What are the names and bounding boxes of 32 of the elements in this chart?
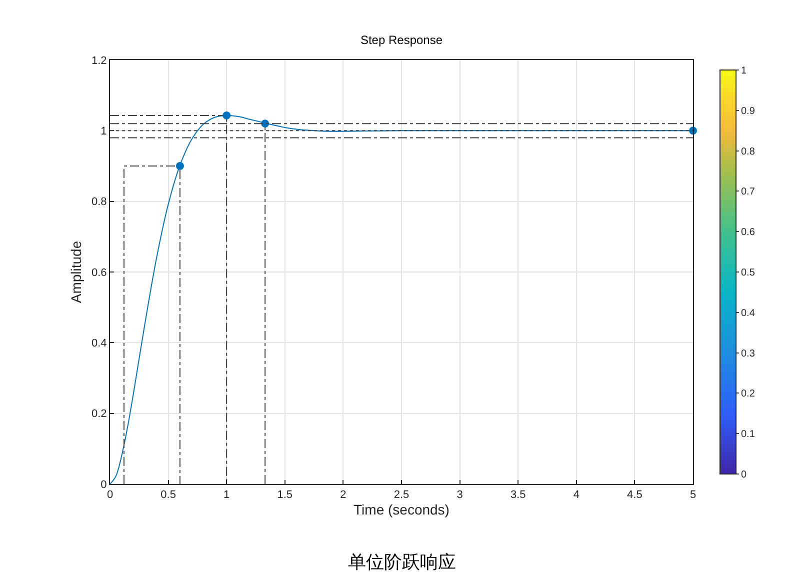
y-axis-title: Amplitude: [68, 240, 84, 304]
color-bar-label: 0: [741, 470, 747, 480]
y-tick-label: 0: [100, 478, 107, 491]
x-axis-title: Time (seconds): [354, 502, 450, 518]
color-bar-label: 0.5: [741, 268, 756, 278]
color-bar-label: 0.2: [741, 388, 756, 400]
x-tick-label: 4.5: [627, 489, 642, 502]
color-bar-label: 0.6: [741, 227, 756, 238]
color-bar-label: 0.8: [741, 146, 756, 158]
x-tick-label: 1.5: [277, 489, 293, 502]
y-tick-label: 0.2: [92, 408, 107, 420]
color-bar-label: 0.1: [741, 429, 756, 440]
x-tick-label: 2.5: [394, 489, 410, 502]
text: 单位阶跃响应: [348, 552, 456, 573]
color-bar-label: 0.3: [741, 348, 756, 360]
color-bar-label: 0.9: [741, 106, 756, 117]
x-tick-label: 3: [456, 489, 463, 502]
x-tick-label: 1: [224, 489, 230, 502]
color-bar-label: 0.4: [741, 308, 756, 319]
color-bar-label: 1: [741, 66, 747, 76]
y-tick-label: 1.2: [92, 54, 107, 67]
y-tick-label: 1: [100, 126, 107, 138]
x-tick-label: 5: [690, 489, 696, 502]
x-tick-label: 3.5: [510, 489, 526, 502]
chart-title: Step Response: [360, 33, 443, 47]
y-tick-label: 0.4: [92, 338, 107, 350]
color-bar-label: 0.7: [741, 186, 756, 198]
y-tick-label: 0.6: [92, 266, 107, 279]
x-tick-label: 2: [340, 489, 346, 502]
x-tick-label: 0.5: [160, 489, 176, 502]
y-tick-label: 0.8: [92, 196, 107, 208]
x-tick-label: 4: [573, 489, 580, 502]
